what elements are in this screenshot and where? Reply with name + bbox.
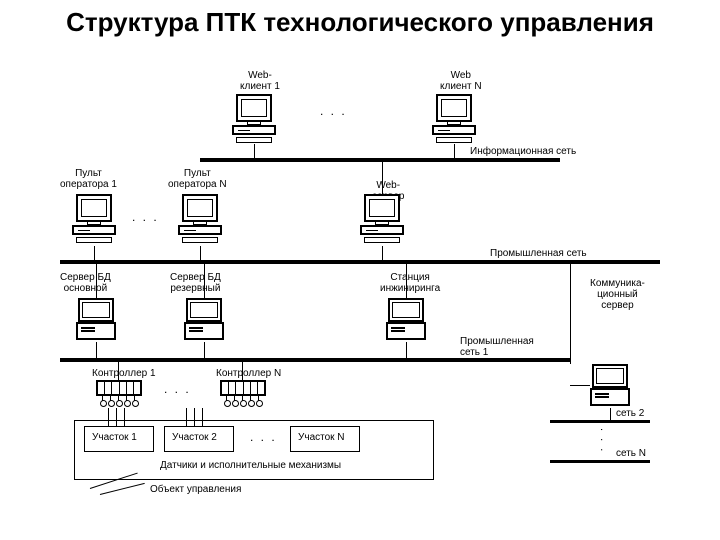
label-db-main: Сервер БД основной [60,272,111,294]
label-web-client-n: Web клиент N [440,70,482,92]
bus-net2 [550,420,650,423]
label-web-client-1: Web- клиент 1 [240,70,280,92]
label-industrial-net: Промышленная сеть [490,248,587,259]
ctrl-n [220,380,266,404]
label-controller-1: Контроллер 1 [92,368,156,379]
label-db-reserve: Сервер БД резервный [170,272,221,294]
label-industrial-net1: Промышленная сеть 1 [460,336,534,358]
label-netn: сеть N [616,448,646,459]
srv-comm [590,364,630,406]
ellipsis-zone: . . . [250,430,277,444]
pc-web-client-n [432,94,476,143]
label-net2: сеть 2 [616,408,644,419]
bus-industrial-1 [60,358,570,362]
label-info-net: Информационная сеть [470,146,576,157]
label-zone-2: Участок 2 [172,432,217,443]
ellipsis-ctrl: . . . [164,382,191,396]
label-operator-1: Пульт оператора 1 [60,168,117,190]
pc-operator-1 [72,194,116,243]
label-operator-n: Пульт оператора N [168,168,227,190]
pc-web-server [360,194,404,243]
ellipsis-op: . . . [132,210,159,224]
pc-operator-n [178,194,222,243]
srv-db-reserve [184,298,224,340]
label-zone-n: Участок N [298,432,345,443]
label-sensors: Датчики и исполнительные механизмы [160,460,341,471]
ellipsis-nets: . . . [598,428,610,453]
ctrl-1 [96,380,142,404]
label-controller-n: Контроллер N [216,368,281,379]
label-zone-1: Участок 1 [92,432,137,443]
callout-line-2 [100,483,145,495]
srv-db-main [76,298,116,340]
label-engineering: Станция инжиниринга [380,272,440,294]
diagram-canvas: Web- клиент 1 . . . Web клиент N Информа… [60,70,680,530]
ellipsis-web: . . . [320,104,347,118]
label-comm-server: Коммуника- ционный сервер [590,278,645,311]
label-object: Объект управления [150,484,241,495]
srv-engineering [386,298,426,340]
pc-web-client-1 [232,94,276,143]
bus-info [200,158,560,162]
bus-netn [550,460,650,463]
page-title: Структура ПТК технологического управлени… [0,0,720,37]
